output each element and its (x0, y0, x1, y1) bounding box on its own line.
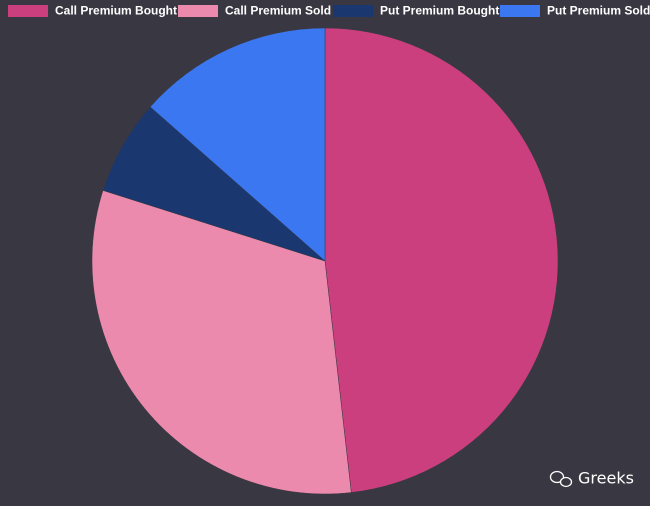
watermark: Greeks (549, 469, 634, 488)
legend-label: Put Premium Sold (547, 4, 650, 18)
legend-label: Call Premium Sold (225, 4, 331, 18)
legend-swatch (178, 5, 218, 17)
pie-slice (324, 27, 559, 493)
wechat-icon (559, 476, 573, 488)
pie-slice (149, 27, 326, 262)
pie-slice (91, 190, 352, 495)
legend-label: Put Premium Bought (380, 4, 499, 18)
watermark-text: Greeks (578, 469, 634, 488)
legend-swatch (333, 5, 373, 17)
legend-label: Call Premium Bought (55, 4, 177, 18)
legend-swatch (8, 5, 48, 17)
wechat-icon (549, 470, 565, 484)
legend-swatch (500, 5, 540, 17)
